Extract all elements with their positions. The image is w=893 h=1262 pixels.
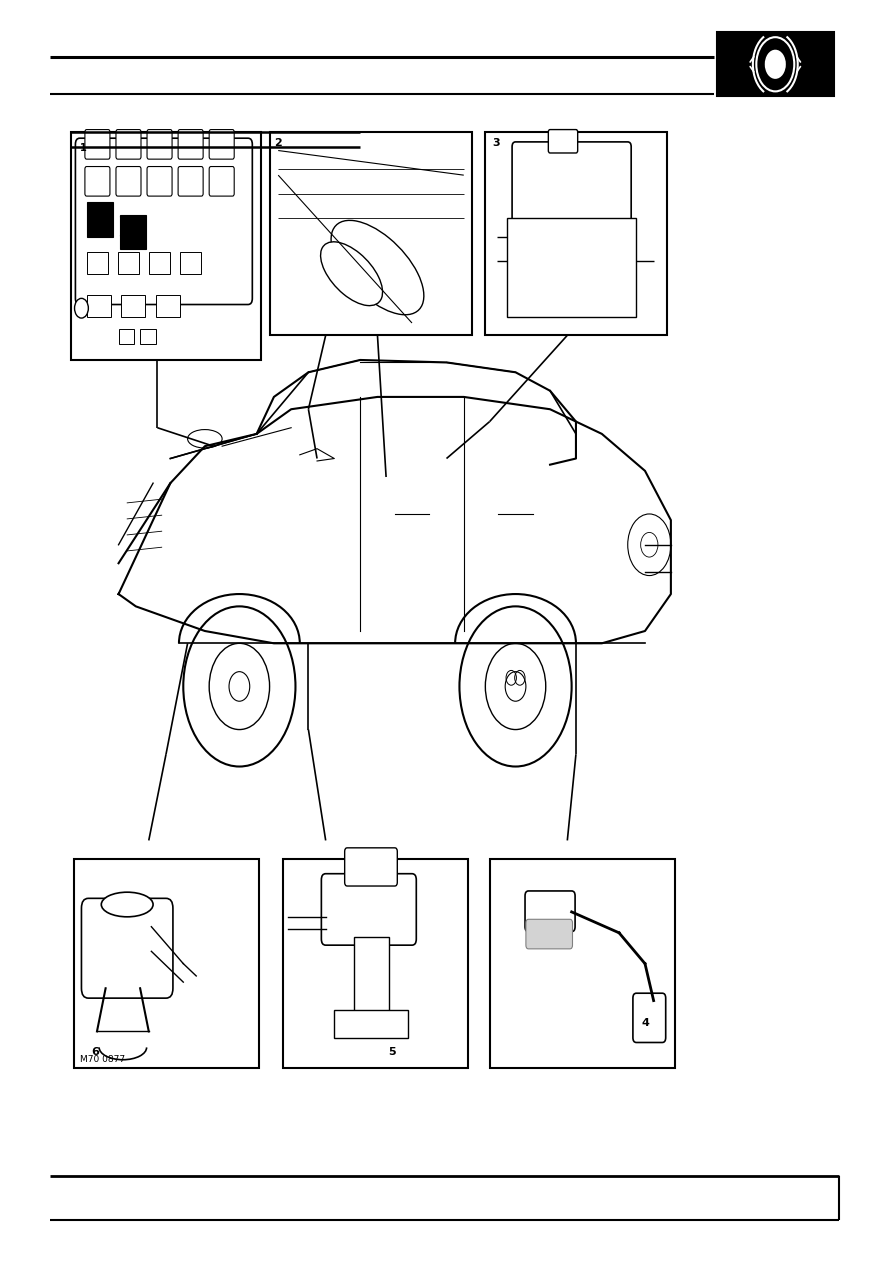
Text: 2: 2 xyxy=(274,138,281,148)
Bar xyxy=(140,329,155,345)
Ellipse shape xyxy=(188,429,222,448)
Circle shape xyxy=(766,50,785,78)
FancyBboxPatch shape xyxy=(75,139,253,304)
Circle shape xyxy=(459,606,572,766)
FancyBboxPatch shape xyxy=(321,873,416,945)
Bar xyxy=(270,133,472,336)
FancyBboxPatch shape xyxy=(209,130,234,159)
Bar xyxy=(87,202,113,237)
Circle shape xyxy=(209,644,270,729)
Bar xyxy=(334,1011,408,1037)
FancyBboxPatch shape xyxy=(85,130,110,159)
Bar xyxy=(118,251,139,274)
FancyBboxPatch shape xyxy=(85,167,110,196)
Text: 1: 1 xyxy=(119,235,124,244)
FancyBboxPatch shape xyxy=(81,899,173,998)
Text: 1: 1 xyxy=(119,216,124,225)
Text: M70 0877: M70 0877 xyxy=(79,1055,125,1064)
Bar xyxy=(74,859,259,1069)
Bar xyxy=(121,215,146,249)
FancyBboxPatch shape xyxy=(526,919,572,949)
FancyBboxPatch shape xyxy=(116,167,141,196)
FancyBboxPatch shape xyxy=(147,167,172,196)
Bar xyxy=(87,294,111,317)
Circle shape xyxy=(640,533,658,557)
Bar xyxy=(71,133,261,360)
Circle shape xyxy=(505,671,526,702)
FancyBboxPatch shape xyxy=(512,141,631,223)
FancyBboxPatch shape xyxy=(633,993,665,1042)
Text: 3: 3 xyxy=(492,138,500,148)
Circle shape xyxy=(183,606,296,766)
Ellipse shape xyxy=(101,892,153,916)
Ellipse shape xyxy=(331,221,424,314)
Bar xyxy=(485,133,666,336)
Bar xyxy=(179,251,202,274)
Circle shape xyxy=(628,514,671,575)
FancyBboxPatch shape xyxy=(178,130,203,159)
FancyBboxPatch shape xyxy=(178,167,203,196)
Bar xyxy=(489,859,675,1069)
FancyBboxPatch shape xyxy=(116,130,141,159)
Circle shape xyxy=(229,671,250,702)
Bar xyxy=(155,294,179,317)
Bar xyxy=(119,329,134,345)
Bar xyxy=(717,33,834,96)
FancyBboxPatch shape xyxy=(548,130,578,153)
Bar xyxy=(87,251,108,274)
Bar xyxy=(121,294,146,317)
FancyBboxPatch shape xyxy=(147,130,172,159)
Text: 1: 1 xyxy=(79,143,87,153)
Text: 5: 5 xyxy=(388,1047,396,1058)
FancyBboxPatch shape xyxy=(525,891,575,931)
Text: 6: 6 xyxy=(91,1047,99,1058)
FancyBboxPatch shape xyxy=(345,848,397,886)
Circle shape xyxy=(74,298,88,318)
Bar xyxy=(507,218,637,317)
Bar xyxy=(282,859,468,1069)
Text: 4: 4 xyxy=(641,1017,649,1027)
Bar xyxy=(149,251,171,274)
Circle shape xyxy=(485,644,546,729)
FancyBboxPatch shape xyxy=(209,167,234,196)
Ellipse shape xyxy=(321,242,382,305)
Bar xyxy=(355,936,388,1013)
